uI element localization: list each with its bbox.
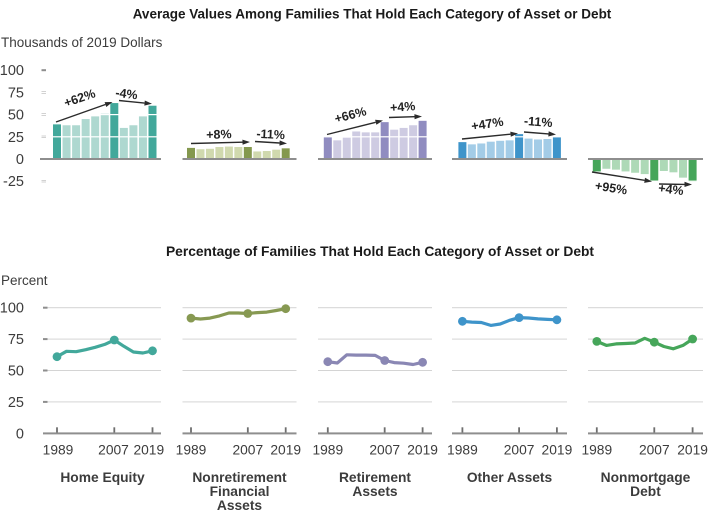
- svg-text:-11%: -11%: [524, 114, 553, 130]
- svg-text:2007: 2007: [369, 442, 400, 457]
- svg-text:-4%: -4%: [115, 86, 139, 103]
- svg-text:1989: 1989: [312, 442, 343, 457]
- svg-text:25: 25: [8, 395, 24, 411]
- svg-text:Financial: Financial: [210, 484, 270, 499]
- svg-text:Debt: Debt: [630, 484, 661, 499]
- svg-text:0: 0: [16, 152, 24, 168]
- svg-text:75: 75: [8, 332, 24, 348]
- svg-text:-25: -25: [3, 174, 24, 190]
- svg-text:75: 75: [8, 85, 24, 101]
- svg-text:2007: 2007: [639, 442, 670, 457]
- svg-text:Percent: Percent: [1, 273, 48, 288]
- svg-text:Thousands of 2019 Dollars: Thousands of 2019 Dollars: [1, 35, 163, 50]
- svg-text:+4%: +4%: [390, 99, 416, 115]
- svg-text:Nonretirement: Nonretirement: [192, 470, 287, 485]
- svg-text:100: 100: [0, 63, 24, 79]
- svg-text:2019: 2019: [677, 442, 708, 457]
- svg-text:100: 100: [0, 301, 24, 317]
- svg-text:Home Equity: Home Equity: [60, 470, 145, 485]
- svg-text:Retirement: Retirement: [339, 470, 411, 485]
- svg-text:50: 50: [8, 364, 24, 380]
- svg-text:1989: 1989: [447, 442, 478, 457]
- svg-text:25: 25: [8, 130, 24, 146]
- svg-text:2019: 2019: [542, 442, 573, 457]
- svg-text:+95%: +95%: [594, 179, 628, 198]
- svg-text:Other Assets: Other Assets: [467, 470, 553, 485]
- svg-text:+8%: +8%: [206, 127, 232, 142]
- svg-text:Nonmortgage: Nonmortgage: [601, 470, 691, 485]
- svg-text:2007: 2007: [98, 442, 129, 457]
- svg-text:Assets: Assets: [352, 484, 398, 499]
- svg-text:2007: 2007: [504, 442, 535, 457]
- svg-text:1989: 1989: [43, 442, 74, 457]
- svg-text:1989: 1989: [176, 442, 207, 457]
- svg-text:Average Values Among Families: Average Values Among Families That Hold …: [133, 7, 612, 22]
- svg-text:2019: 2019: [270, 442, 301, 457]
- svg-text:+47%: +47%: [470, 115, 504, 134]
- svg-text:Percentage of Families That Ho: Percentage of Families That Hold Each Ca…: [166, 244, 594, 259]
- svg-text:-11%: -11%: [256, 127, 285, 142]
- svg-text:1989: 1989: [581, 442, 612, 457]
- svg-text:50: 50: [8, 108, 24, 124]
- svg-text:2019: 2019: [407, 442, 438, 457]
- svg-text:Assets: Assets: [217, 498, 263, 513]
- svg-text:2007: 2007: [232, 442, 263, 457]
- svg-text:+4%: +4%: [658, 181, 685, 198]
- svg-text:0: 0: [16, 426, 24, 442]
- svg-text:2019: 2019: [133, 442, 164, 457]
